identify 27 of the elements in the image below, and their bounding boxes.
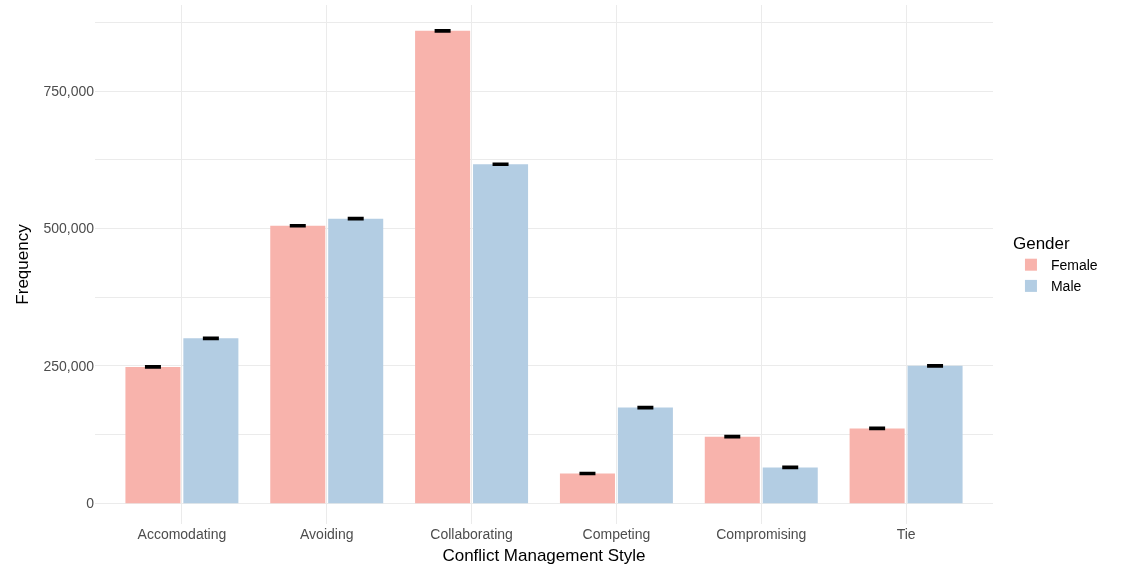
bar [328,218,384,504]
y-tick-label: 0 [86,495,95,512]
bar [125,366,181,504]
y-tick-label: 750,000 [43,83,95,100]
x-axis-title: Conflict Management Style [442,546,646,566]
bar [762,467,818,504]
x-tick-label: Avoiding [300,526,354,542]
x-tick-label: Compromising [716,526,807,542]
legend-label: Male [1050,278,1082,295]
bar [415,30,471,504]
bar [907,365,963,504]
bar [704,436,760,504]
x-tick-label: Collaborating [430,526,513,542]
x-tick-label: Tie [896,526,916,542]
bar [473,164,529,504]
legend-title: Gender [1012,234,1070,254]
y-tick-label: 250,000 [43,357,95,374]
x-tick-label: Accomodating [137,526,227,542]
bar [559,473,615,504]
bar [270,225,326,504]
y-axis-title: Frequency [12,223,32,305]
y-tick-label: 500,000 [43,220,95,237]
x-tick-label: Competing [582,526,651,542]
bar [849,428,905,504]
legend-label: Female [1050,257,1098,274]
bar [617,407,673,504]
bar [183,338,239,504]
